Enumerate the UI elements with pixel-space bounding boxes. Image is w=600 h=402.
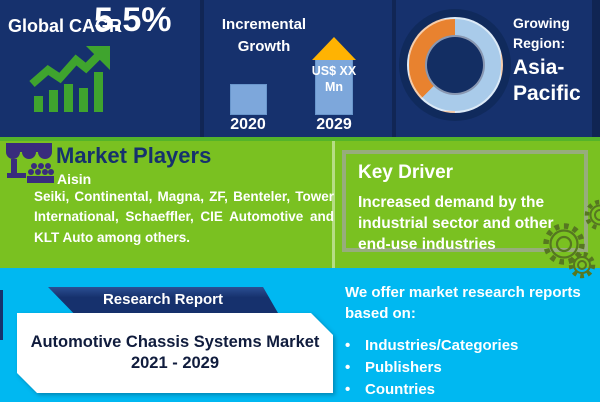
year-2029-label: 2029 bbox=[316, 116, 352, 133]
list-item: • Industries/Categories bbox=[345, 334, 595, 356]
storefront-icon bbox=[4, 141, 54, 189]
market-players-title: Market Players bbox=[56, 143, 212, 168]
report-title-line2: 2021 - 2029 bbox=[130, 354, 220, 373]
offer-intro: We offer market research reports based o… bbox=[345, 284, 581, 322]
gears-icon bbox=[536, 196, 600, 292]
cagr-label: Global CAGR bbox=[8, 16, 123, 36]
middle-section: Market Players Aisin Seiki, Continental,… bbox=[0, 141, 600, 268]
key-driver-text: Increased demand by the industrial secto… bbox=[358, 194, 554, 253]
incremental-growth-title: Incremental Growth bbox=[221, 16, 307, 55]
market-players-text: Seiki, Continental, Magna, ZF, Benteler,… bbox=[34, 189, 334, 245]
key-driver-box: Key Driver Increased demand by the indus… bbox=[342, 150, 588, 253]
offer-list: • Industries/Categories • Publishers • C… bbox=[345, 334, 595, 400]
key-driver-title: Key Driver bbox=[358, 162, 454, 183]
growth-chart-icon bbox=[28, 46, 116, 114]
donut-chart-icon bbox=[407, 17, 503, 113]
list-item: • Countries bbox=[345, 378, 595, 400]
year-2020-label: 2020 bbox=[230, 116, 266, 133]
bottom-section: Research Report Automotive Chassis Syste… bbox=[0, 268, 600, 402]
offer-item-label: Countries bbox=[365, 380, 436, 398]
divider bbox=[392, 0, 396, 137]
panel-divider bbox=[332, 141, 335, 268]
report-title-line1: Automotive Chassis Systems Market bbox=[30, 333, 320, 351]
left-accent-bar bbox=[0, 290, 3, 340]
bullet-icon: • bbox=[345, 358, 351, 376]
donut-hole bbox=[425, 35, 485, 95]
research-report-banner: Research Report bbox=[48, 287, 278, 313]
bullet-icon: • bbox=[345, 380, 351, 398]
divider bbox=[200, 0, 204, 137]
cagr-value: 5.5% bbox=[94, 1, 172, 39]
growing-region-label: Growing Region: bbox=[513, 15, 570, 51]
list-item: • Publishers bbox=[345, 356, 595, 378]
section-divider-line bbox=[0, 137, 600, 141]
bar-2029-value: US$ XX Mn bbox=[311, 64, 357, 94]
bar-2020 bbox=[230, 84, 267, 115]
offer-item-label: Publishers bbox=[365, 358, 442, 376]
growing-region-value: Asia-Pacific bbox=[513, 56, 581, 106]
top-section: Global CAGR 5.5% Incremental Growth US$ … bbox=[0, 0, 600, 137]
market-players-lead: Aisin bbox=[57, 171, 92, 187]
report-title-box: Automotive Chassis Systems Market 2021 -… bbox=[17, 313, 333, 393]
offer-item-label: Industries/Categories bbox=[365, 336, 519, 354]
bullet-icon: • bbox=[345, 336, 351, 354]
divider bbox=[592, 0, 600, 137]
bar-2029 bbox=[315, 59, 353, 115]
